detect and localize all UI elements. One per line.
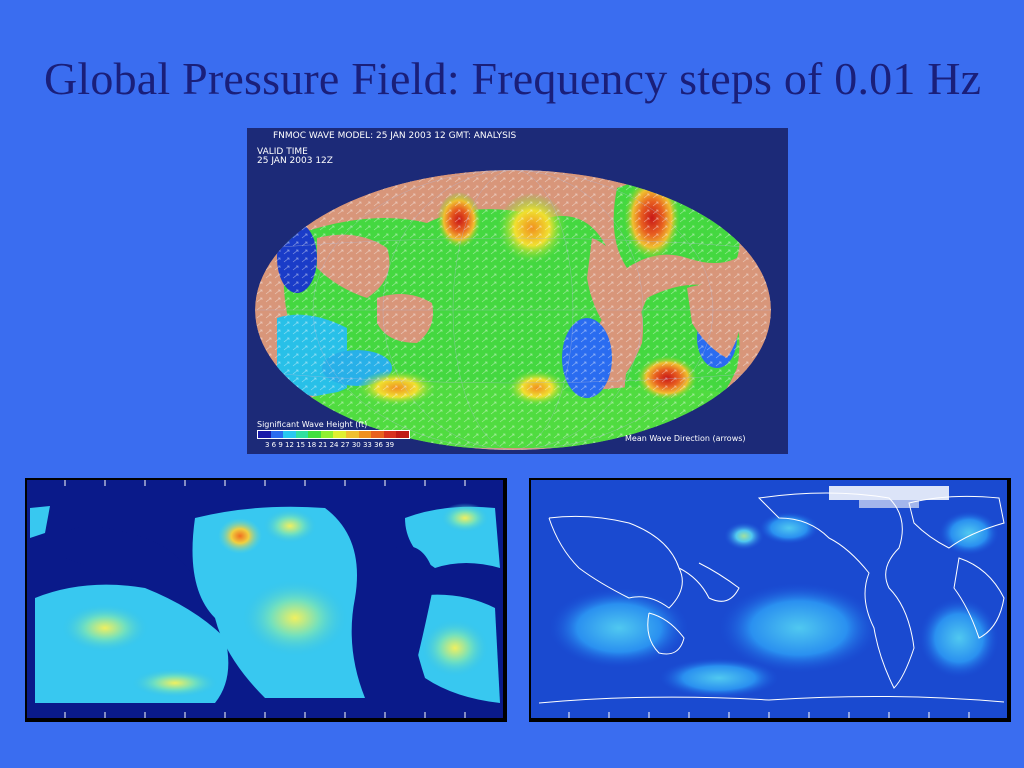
slide-title: Global Pressure Field: Frequency steps o… xyxy=(44,53,982,104)
legend-swatch xyxy=(320,431,334,438)
legend-swatch xyxy=(396,431,409,438)
legend-swatch xyxy=(308,431,321,438)
pressure-field-map-right-image xyxy=(531,480,1007,718)
wave-model-map: FNMOC WAVE MODEL: 25 JAN 2003 12 GMT: AN… xyxy=(247,128,788,454)
legend-swatch xyxy=(383,431,397,438)
legend-ticks: 3 6 9 12 15 18 21 24 27 30 33 36 39 xyxy=(265,441,395,449)
wave-model-map-image xyxy=(247,128,788,454)
legend-swatches xyxy=(258,431,409,438)
pressure-field-map-right xyxy=(529,478,1011,722)
pressure-field-map-left xyxy=(25,478,507,722)
legend-swatch xyxy=(295,431,309,438)
map-header: FNMOC WAVE MODEL: 25 JAN 2003 12 GMT: AN… xyxy=(273,131,517,141)
valid-time-label: VALID TIME xyxy=(257,147,308,157)
legend-swatch xyxy=(371,431,384,438)
legend-swatch xyxy=(270,431,284,438)
legend-swatch xyxy=(346,431,359,438)
legend-swatch xyxy=(283,431,296,438)
legend-swatch xyxy=(358,431,372,438)
legend-swatch xyxy=(333,431,347,438)
valid-time-value: 25 JAN 2003 12Z xyxy=(257,156,333,166)
legend-title: Significant Wave Height (ft) xyxy=(257,420,368,429)
map-footnote: Mean Wave Direction (arrows) xyxy=(625,434,746,443)
legend-swatch xyxy=(258,431,271,438)
pressure-field-map-left-image xyxy=(27,480,503,718)
